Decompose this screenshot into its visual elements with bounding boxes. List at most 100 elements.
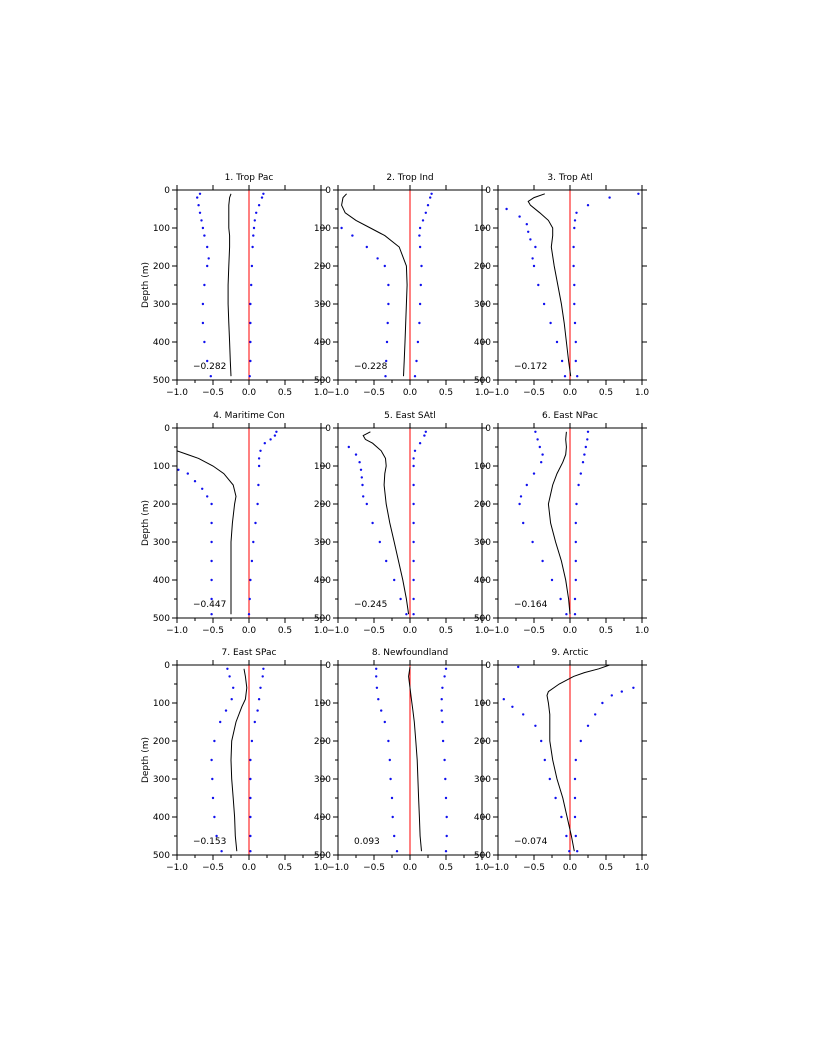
- y-tick-label: 200: [153, 737, 170, 747]
- x-tick-label: 1.0: [475, 863, 490, 873]
- upper-bound-dot: [418, 234, 421, 237]
- y-tick-label: 300: [474, 300, 491, 310]
- upper-bound-dot: [574, 540, 577, 544]
- lower-bound-dot: [511, 705, 514, 708]
- x-tick-label: 1.0: [635, 626, 650, 636]
- x-tick-label: 1.0: [314, 626, 329, 636]
- lower-bound-dot: [375, 667, 378, 670]
- x-tick-label: 0.0: [242, 388, 257, 398]
- x-tick-label: −0.5: [523, 863, 545, 873]
- panel-title: 5. East SAtl: [384, 411, 436, 421]
- upper-bound-dot: [610, 694, 613, 697]
- lower-bound-dot: [541, 453, 544, 456]
- upper-bound-dot: [443, 675, 446, 678]
- upper-bound-dot: [412, 483, 415, 487]
- upper-bound-dot: [412, 540, 415, 544]
- lower-bound-dot: [519, 495, 523, 498]
- data-group: [196, 192, 265, 378]
- x-tick-label: 0.5: [278, 388, 292, 398]
- lower-bound-dot: [538, 445, 541, 449]
- upper-bound-dot: [250, 559, 254, 563]
- lower-bound-dot: [376, 257, 379, 260]
- upper-bound-dot: [412, 613, 415, 616]
- lower-bound-dot: [375, 675, 378, 678]
- y-tick-label: 200: [314, 737, 331, 747]
- upper-bound-dot: [249, 578, 252, 582]
- upper-bound-dot: [574, 521, 577, 525]
- upper-bound-dot: [429, 196, 432, 199]
- upper-bound-dot: [573, 302, 576, 306]
- upper-bound-dot: [583, 453, 586, 456]
- lower-bound-dot: [228, 675, 231, 678]
- y-tick-label: 100: [153, 224, 170, 234]
- lower-bound-dot: [378, 540, 381, 544]
- lower-bound-dot: [518, 215, 521, 218]
- lower-bound-dot: [405, 613, 408, 616]
- upper-bound-dot: [257, 483, 260, 487]
- upper-bound-dot: [574, 758, 577, 762]
- y-tick-label: 300: [314, 538, 331, 548]
- lower-bound-dot: [186, 472, 189, 475]
- y-tick-label: 100: [474, 699, 491, 709]
- lower-bound-dot: [525, 483, 528, 487]
- x-tick-label: 0.0: [242, 626, 257, 636]
- mean-line: [527, 193, 572, 377]
- lower-bound-dot: [536, 438, 539, 441]
- y-tick-label: 500: [474, 376, 491, 386]
- upper-bound-dot: [637, 192, 640, 195]
- upper-bound-dot: [601, 701, 604, 705]
- upper-bound-dot: [424, 211, 427, 214]
- upper-bound-dot: [412, 578, 415, 582]
- lower-bound-dot: [568, 850, 571, 853]
- lower-bound-dot: [224, 709, 228, 712]
- upper-bound-dot: [252, 540, 255, 544]
- mean-line: [408, 666, 422, 852]
- lower-bound-dot: [211, 796, 215, 800]
- upper-bound-dot: [413, 449, 417, 452]
- lower-bound-dot: [380, 709, 383, 712]
- lower-bound-dot: [209, 375, 212, 378]
- upper-bound-dot: [249, 340, 252, 344]
- upper-bound-dot: [430, 192, 433, 195]
- x-tick-label: −0.5: [202, 863, 224, 873]
- upper-bound-dot: [247, 613, 251, 616]
- x-tick-label: 1.0: [635, 388, 650, 398]
- x-tick-label: 0.0: [563, 388, 578, 398]
- x-tick-label: 0.5: [439, 863, 453, 873]
- y-tick-label: 200: [474, 262, 491, 272]
- lower-bound-dot: [517, 665, 520, 669]
- y-tick-label: 100: [153, 462, 170, 472]
- upper-bound-dot: [573, 777, 577, 781]
- y-tick-label: 300: [153, 775, 170, 785]
- upper-bound-dot: [249, 796, 252, 800]
- panel-7: −1.0 −0.5 0.0 0.5 1.0 0 100 200 300 400 500 7. East…: [141, 648, 328, 873]
- upper-bound-dot: [421, 219, 425, 222]
- lower-bound-dot: [207, 257, 210, 260]
- upper-bound-dot: [586, 438, 589, 441]
- lower-bound-dot: [210, 597, 213, 601]
- upper-bound-dot: [632, 686, 635, 689]
- lower-bound-dot: [395, 850, 399, 853]
- lower-bound-dot: [206, 359, 209, 363]
- x-tick-label: −1.0: [327, 863, 349, 873]
- upper-bound-dot: [418, 302, 422, 306]
- upper-bound-dot: [574, 578, 577, 582]
- lower-bound-dot: [525, 223, 528, 226]
- y-tick-label: 200: [153, 262, 170, 272]
- upper-bound-dot: [259, 686, 262, 689]
- panel-2: −1.0 −0.5 0.0 0.5 1.0 0 100 200 300 400 500 2. Trop…: [314, 173, 490, 398]
- lower-bound-dot: [532, 472, 536, 475]
- panel-title: 3. Trop Atl: [547, 173, 592, 183]
- upper-bound-dot: [261, 675, 264, 678]
- upper-bound-dot: [586, 204, 590, 207]
- x-tick-label: 0.5: [599, 863, 613, 873]
- y-tick-label: 0: [164, 424, 170, 434]
- upper-bound-dot: [441, 739, 445, 743]
- upper-bound-dot: [426, 204, 430, 207]
- lower-bound-dot: [198, 211, 202, 214]
- lower-bound-dot: [563, 375, 567, 378]
- mean-line: [546, 665, 610, 852]
- upper-bound-dot: [576, 375, 579, 378]
- lower-bound-dot: [203, 283, 206, 287]
